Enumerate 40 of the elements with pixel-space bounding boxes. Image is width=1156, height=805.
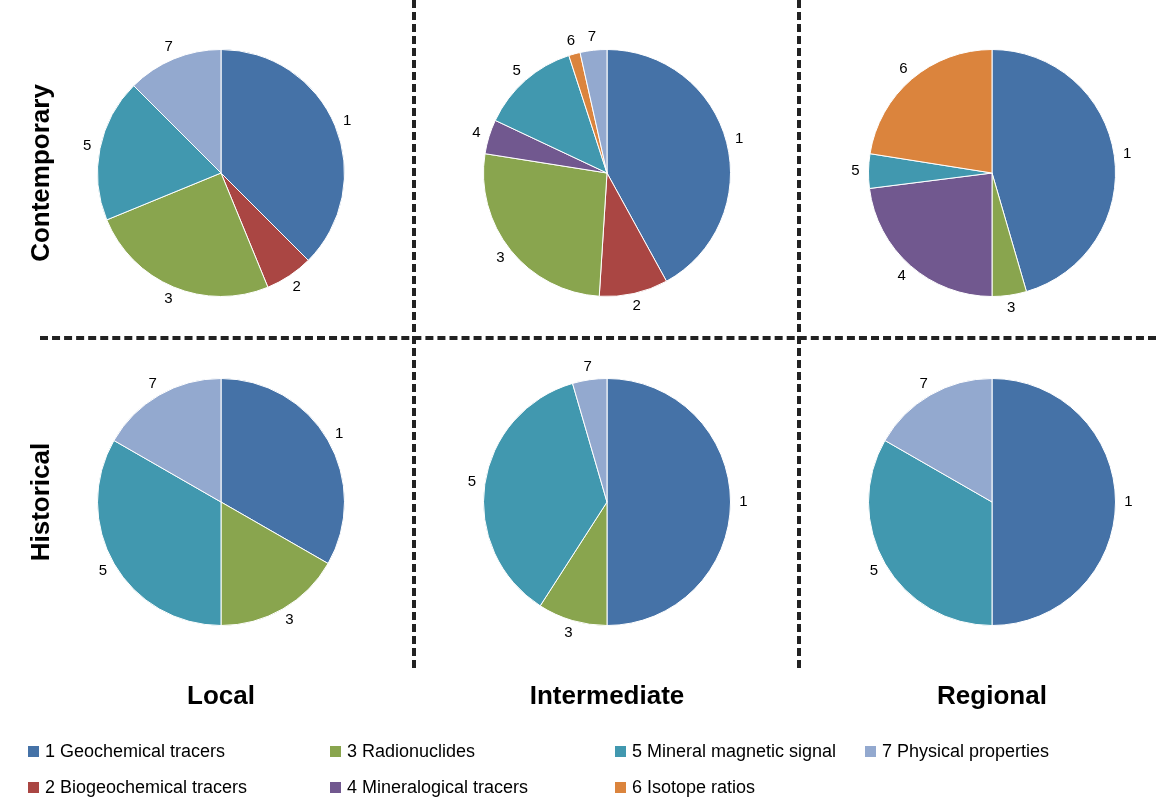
slice-label: 7 bbox=[164, 37, 173, 55]
slice-label: 1 bbox=[735, 129, 744, 147]
slice-label: 1 bbox=[739, 492, 748, 510]
text: Contemporary bbox=[25, 83, 55, 264]
category-label: 5 Mineral magnetic signal bbox=[632, 740, 837, 763]
slice-label: 5 bbox=[98, 560, 108, 578]
slice-label: 6 bbox=[899, 59, 908, 77]
slice-label: 7 bbox=[583, 357, 592, 374]
slice-label: 3 bbox=[1007, 298, 1016, 316]
text: Regional bbox=[936, 679, 1048, 711]
slice-label: 5 bbox=[467, 472, 477, 490]
slice-label: 3 bbox=[496, 248, 505, 266]
slice-label: 2 bbox=[292, 276, 301, 294]
slice-label: 3 bbox=[285, 610, 294, 628]
category-label: 2 Biogeochemical tracers bbox=[45, 776, 248, 799]
slice-label: 7 bbox=[587, 27, 597, 45]
slice-label: 1 bbox=[334, 423, 344, 441]
slice-label: 7 bbox=[919, 374, 928, 391]
slice-label: 5 bbox=[869, 560, 879, 578]
slice-label: 5 bbox=[512, 60, 521, 78]
slice-label: 4 bbox=[897, 265, 906, 283]
slice-label: 1 bbox=[1124, 492, 1133, 510]
category-label: 1 Geochemical tracers bbox=[45, 740, 226, 763]
slice-label: 1 bbox=[1122, 143, 1132, 161]
slice-label: 7 bbox=[148, 374, 157, 391]
slice-label: 5 bbox=[851, 161, 860, 178]
slice-label: 1 bbox=[342, 110, 352, 128]
slice-label: 3 bbox=[564, 623, 573, 641]
category-label: 3 Radionuclides bbox=[347, 740, 476, 763]
slice-label: 2 bbox=[632, 296, 641, 314]
slice-label: 4 bbox=[472, 123, 481, 140]
text: Historical bbox=[25, 441, 55, 564]
text: Intermediate bbox=[528, 679, 686, 711]
slice-label: 5 bbox=[82, 136, 92, 154]
slice-label: 3 bbox=[164, 289, 173, 307]
category-label: 7 Physical properties bbox=[882, 740, 1050, 763]
slice-label: 6 bbox=[566, 31, 576, 49]
text: Local bbox=[186, 679, 256, 711]
category-label: 6 Isotope ratios bbox=[632, 776, 756, 799]
category-label: 4 Mineralogical tracers bbox=[347, 776, 529, 799]
